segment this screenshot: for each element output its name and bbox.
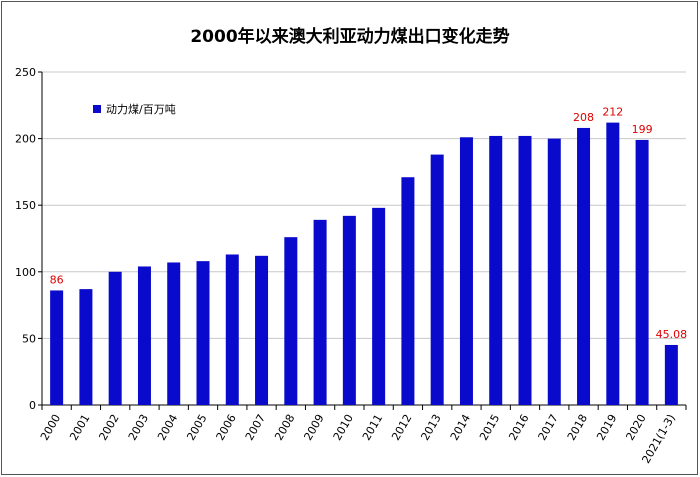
bar bbox=[196, 261, 210, 405]
value-label: 45.08 bbox=[656, 328, 688, 341]
bar bbox=[225, 254, 239, 405]
legend-swatch bbox=[93, 105, 101, 113]
y-tick-label: 200 bbox=[15, 133, 36, 146]
bar bbox=[313, 219, 327, 405]
bar bbox=[137, 266, 151, 405]
bar bbox=[372, 207, 386, 405]
bar bbox=[108, 271, 122, 405]
y-tick-label: 250 bbox=[15, 66, 36, 79]
bar bbox=[547, 138, 561, 405]
bar bbox=[606, 122, 620, 405]
value-label: 199 bbox=[632, 123, 653, 136]
bar bbox=[167, 262, 181, 405]
value-label: 212 bbox=[602, 106, 623, 119]
bar bbox=[50, 290, 64, 405]
y-tick-label: 0 bbox=[29, 399, 36, 412]
value-label: 208 bbox=[573, 111, 594, 124]
bar bbox=[664, 344, 678, 405]
bar bbox=[284, 237, 298, 405]
value-label: 86 bbox=[50, 273, 64, 286]
bar bbox=[518, 135, 532, 405]
y-tick-label: 50 bbox=[22, 332, 36, 345]
bar bbox=[79, 289, 93, 405]
bar bbox=[459, 137, 473, 405]
chart-title: 2000年以来澳大利亚动力煤出口变化走势 bbox=[190, 26, 509, 47]
y-tick-label: 150 bbox=[15, 199, 36, 212]
bar bbox=[635, 139, 649, 405]
legend-label: 动力煤/百万吨 bbox=[106, 103, 176, 116]
bar bbox=[401, 177, 415, 405]
bar bbox=[342, 215, 356, 405]
bar bbox=[430, 154, 444, 405]
bar bbox=[255, 255, 269, 405]
y-tick-label: 100 bbox=[15, 266, 36, 279]
bar bbox=[577, 127, 591, 405]
bar bbox=[489, 135, 503, 405]
